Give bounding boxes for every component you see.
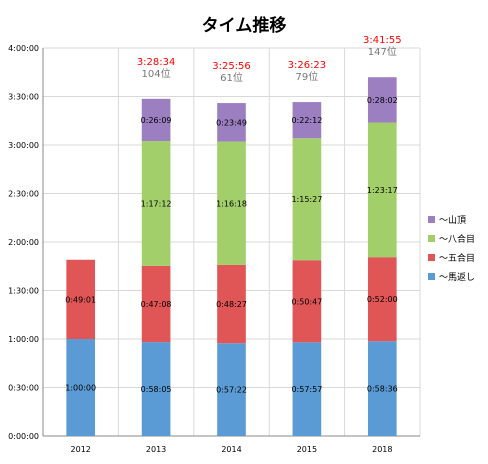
bar-segment <box>292 102 322 139</box>
y-tick-label: 0:30:00 <box>8 384 39 393</box>
data-label: 0:49:01 <box>65 295 96 304</box>
x-tick-label: 2013 <box>146 445 166 454</box>
data-label: 0:58:36 <box>367 385 398 394</box>
data-label: 0:57:57 <box>291 385 322 394</box>
bar-segment <box>141 98 171 142</box>
total-time-label: 3:25:56 <box>212 61 251 72</box>
y-tick-label: 3:30:00 <box>8 93 39 102</box>
data-label: 1:15:27 <box>291 195 322 204</box>
bar-segment <box>292 342 322 436</box>
y-tick-label: 1:30:00 <box>8 287 39 296</box>
rank-label: 61位 <box>220 71 243 84</box>
legend-label: ～馬返し <box>439 271 475 283</box>
data-label: 0:22:12 <box>291 116 322 125</box>
rank-label: 104位 <box>142 67 171 80</box>
bar-segment <box>367 77 397 123</box>
rank-label: 79位 <box>296 70 319 83</box>
legend-label: ～八合目 <box>439 233 475 245</box>
total-time-label: 3:41:55 <box>363 35 402 46</box>
legend-swatch <box>428 216 435 223</box>
data-label: 0:23:49 <box>216 118 247 127</box>
y-tick-label: 1:00:00 <box>8 335 39 344</box>
bar-segment <box>66 339 96 436</box>
data-label: 0:26:09 <box>141 116 172 125</box>
total-time-label: 3:28:34 <box>137 57 176 68</box>
bar-segment <box>217 343 246 436</box>
data-label: 0:48:27 <box>216 300 247 309</box>
data-label: 1:16:18 <box>216 199 247 208</box>
data-label: 0:28:02 <box>367 96 398 105</box>
legend: ～山頂 ～八合目 ～五合目 ～馬返し <box>428 215 475 283</box>
y-tick-label: 3:00:00 <box>8 141 39 150</box>
x-tick-label: 2015 <box>297 445 317 454</box>
rank-label: 147位 <box>368 45 397 58</box>
data-label: 1:17:12 <box>141 199 172 208</box>
bar-segment <box>367 257 397 342</box>
legend-label: ～五合目 <box>439 252 475 264</box>
y-tick-label: 4:00:00 <box>8 44 39 53</box>
bar-segment <box>141 342 171 436</box>
data-label: 0:47:08 <box>141 300 172 309</box>
x-tick-label: 2014 <box>221 445 241 454</box>
data-label: 1:23:17 <box>367 186 398 195</box>
bar-segment <box>66 259 96 339</box>
legend-label: ～山頂 <box>439 215 466 226</box>
data-label: 0:58:05 <box>141 385 172 394</box>
bar-segment <box>217 103 246 142</box>
bar-segment <box>292 138 322 261</box>
bars <box>66 77 397 436</box>
y-tick-label: 0:00:00 <box>8 432 39 441</box>
y-tick-label: 2:30:00 <box>8 190 39 199</box>
labels: 2012 1:00:00 0:49:01 2013 0:58:05 0:47:08 1:17… <box>65 35 401 454</box>
legend-swatch <box>428 235 435 242</box>
grid: 0:00:00 0:30:00 1:00:00 1:30:00 2:00:00 2:30:… <box>8 44 421 441</box>
bar-segment <box>217 264 246 344</box>
legend-swatch <box>428 273 435 280</box>
chart-title: タイム推移 <box>202 15 287 36</box>
bar-segment <box>292 260 322 343</box>
y-tick-label: 2:00:00 <box>8 238 39 247</box>
bar-segment <box>141 265 171 343</box>
data-label: 0:50:47 <box>291 297 322 306</box>
total-time-label: 3:26:23 <box>288 60 327 71</box>
x-tick-label: 2012 <box>71 445 91 454</box>
bar-segment <box>141 141 171 266</box>
legend-swatch <box>428 254 435 261</box>
bar-segment <box>367 341 397 436</box>
data-label: 0:52:00 <box>367 295 398 304</box>
data-label: 1:00:00 <box>65 384 96 393</box>
bar-segment <box>217 141 246 265</box>
data-label: 0:57:22 <box>216 386 247 395</box>
x-tick-label: 2018 <box>372 445 392 454</box>
bar-segment <box>367 122 397 258</box>
